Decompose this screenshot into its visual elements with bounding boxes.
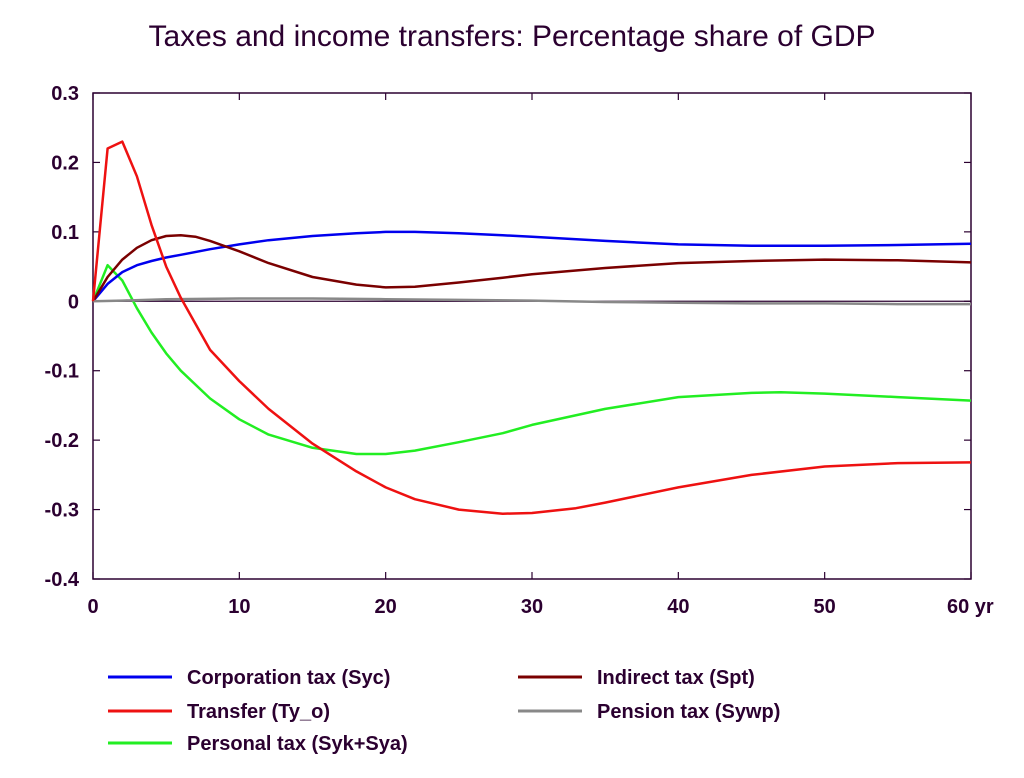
legend-label-personal-tax-syk-sya: Personal tax (Syk+Sya) bbox=[187, 733, 408, 755]
series-line-pension-tax-sywp bbox=[92, 297, 971, 306]
series-line-corporation-tax-syc bbox=[92, 230, 972, 303]
x-tick-label: 40 bbox=[667, 596, 689, 618]
legend-label-pension-tax-sywp: Pension tax (Sywp) bbox=[597, 701, 780, 723]
chart-title: Taxes and income transfers: Percentage s… bbox=[148, 20, 876, 53]
series-line-transfer-ty-o bbox=[91, 140, 972, 515]
y-tick-label: -0.4 bbox=[45, 569, 80, 591]
y-axis: 0.3 0.2 0.1 0 -0.1 -0.2 -0.3 -0.4 bbox=[45, 83, 971, 591]
legend-label-indirect-tax-spt: Indirect tax (Spt) bbox=[597, 667, 755, 689]
series-line-indirect-tax-spt bbox=[91, 234, 972, 302]
y-tick-label: 0 bbox=[68, 291, 79, 313]
x-tick-label: 20 bbox=[375, 596, 397, 618]
y-tick-label: 0.3 bbox=[51, 83, 79, 105]
x-tick-label: 60 yr bbox=[947, 596, 994, 618]
y-tick-label: -0.1 bbox=[45, 361, 79, 383]
y-tick-label: 0.1 bbox=[51, 222, 79, 244]
series-line-personal-tax-syk-sya bbox=[91, 263, 972, 456]
plot-frame bbox=[92, 92, 972, 580]
x-tick-label: 10 bbox=[228, 596, 250, 618]
x-tick-label: 30 bbox=[521, 596, 543, 618]
x-tick-label: 50 bbox=[814, 596, 836, 618]
y-tick-label: -0.3 bbox=[45, 500, 79, 522]
legend-label-transfer-ty-o: Transfer (Ty_o) bbox=[187, 701, 330, 723]
y-tick-label: 0.2 bbox=[51, 152, 79, 174]
x-tick-label: 0 bbox=[87, 596, 98, 618]
legend-label-corporation-tax-syc: Corporation tax (Syc) bbox=[187, 667, 390, 689]
x-axis: 0 10 20 30 40 50 60 yr bbox=[87, 93, 994, 618]
y-tick-label: -0.2 bbox=[45, 430, 79, 452]
legend: Corporation tax (Syc) Indirect tax (Spt) T… bbox=[108, 667, 780, 755]
series-group bbox=[91, 140, 972, 515]
